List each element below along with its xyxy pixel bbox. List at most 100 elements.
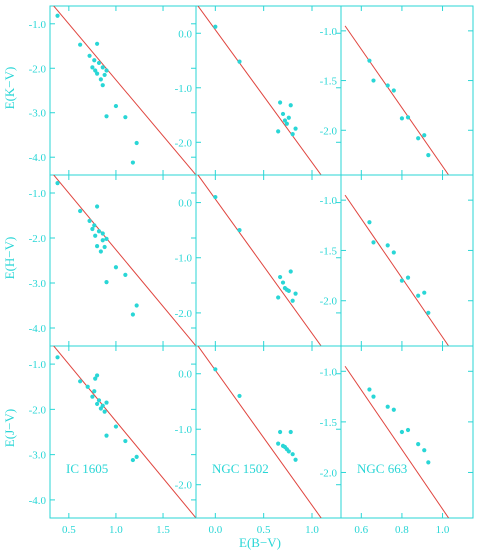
ytick-label: -1.0 — [175, 424, 193, 436]
data-point — [426, 310, 431, 315]
data-point — [280, 111, 286, 117]
data-point — [282, 118, 288, 123]
data-point — [367, 58, 372, 63]
panel-j-v-ic1605: -1.0 -2.0 -3.0 -4.0 0.5 1.0 1.5 — [29, 345, 197, 536]
data-point — [94, 373, 100, 378]
xtick-label: 0.5 — [62, 524, 76, 536]
data-point — [98, 249, 103, 254]
data-point — [96, 398, 102, 403]
ytick-label: -1.0 — [175, 83, 193, 95]
cluster-label-ngc1502: NGC 1502 — [212, 461, 269, 476]
data-point — [371, 240, 376, 245]
data-point — [87, 53, 92, 58]
data-point — [280, 280, 286, 285]
fit-line — [197, 175, 322, 346]
data-point — [113, 424, 119, 429]
data-point — [100, 403, 105, 408]
data-point — [278, 100, 283, 105]
ytick-label: 0.0 — [178, 369, 192, 381]
data-point — [391, 88, 396, 93]
data-point — [104, 400, 109, 405]
fit-line — [344, 25, 450, 175]
data-point — [426, 153, 431, 158]
data-point — [93, 233, 98, 238]
data-point — [290, 132, 295, 137]
data-point — [422, 133, 427, 138]
data-point — [286, 449, 291, 454]
data-point — [288, 269, 293, 274]
data-point — [290, 452, 295, 457]
ytick-label: -1.5 — [320, 245, 338, 257]
data-point — [237, 228, 242, 233]
data-point — [85, 384, 90, 389]
data-point — [130, 160, 135, 165]
data-point — [98, 77, 103, 82]
data-point — [94, 401, 100, 407]
data-point — [78, 42, 83, 47]
ylabel-row-1: E(K−V) — [2, 67, 17, 110]
data-point — [278, 274, 283, 280]
data-point — [399, 116, 405, 121]
data-point — [130, 312, 135, 317]
ytick-label: -1.0 — [320, 26, 338, 38]
data-point — [134, 454, 139, 459]
ytick-label: -1.0 — [320, 195, 338, 207]
data-point — [385, 243, 390, 248]
ytick-label: -3.0 — [29, 278, 47, 290]
data-point — [130, 457, 135, 463]
panel-frame — [340, 345, 474, 519]
panel-h-v-ngc663: -1.0 -1.5 -2.0 — [320, 174, 474, 347]
ytick-label: -2.0 — [320, 296, 338, 308]
ytick-label: -3.0 — [29, 450, 47, 462]
panel-frame — [340, 5, 474, 176]
ytick-label: -4.0 — [29, 495, 47, 507]
ytick-label: -2.0 — [29, 63, 47, 75]
data-point — [90, 394, 95, 399]
ytick-label: -3.0 — [29, 108, 47, 120]
data-point — [293, 457, 298, 462]
data-point — [100, 83, 105, 88]
ytick-label: -1.5 — [320, 417, 338, 429]
data-point — [123, 438, 128, 444]
ytick-label: 0.0 — [178, 198, 192, 210]
data-point — [100, 65, 105, 70]
ytick-label: -2.0 — [175, 480, 193, 492]
cluster-label-ic1605: IC 1605 — [66, 461, 108, 476]
data-point — [102, 72, 107, 78]
data-point — [385, 404, 390, 409]
ytick-label: -1.0 — [29, 359, 47, 371]
data-point — [100, 231, 105, 236]
fit-line — [197, 346, 322, 518]
ytick-label: -1.0 — [175, 253, 193, 265]
ytick-label: -2.0 — [175, 137, 193, 149]
xtick-label: 0.6 — [354, 524, 368, 536]
panel-j-v-ngc663: -1.0 -1.5 -2.0 0.6 0.8 1.0 — [320, 345, 474, 536]
ytick-label: -2.0 — [320, 467, 338, 479]
data-point — [93, 68, 98, 73]
data-point — [94, 244, 100, 249]
data-point — [55, 355, 60, 360]
data-point — [104, 236, 109, 241]
data-point — [104, 114, 109, 119]
data-point — [276, 441, 281, 446]
data-point — [286, 288, 291, 293]
panel-frame — [340, 174, 474, 347]
ytick-label: -1.0 — [29, 19, 47, 31]
data-point — [94, 71, 100, 76]
data-point — [286, 115, 291, 120]
data-point — [276, 129, 281, 134]
data-point — [92, 389, 97, 394]
data-point — [213, 194, 218, 200]
fit-line — [344, 365, 450, 518]
data-point — [104, 68, 109, 73]
fit-line — [53, 346, 196, 518]
data-point — [104, 280, 109, 285]
xlabel: E(B−V) — [239, 535, 281, 550]
ytick-label: -1.0 — [320, 366, 338, 378]
xtick-label: 1.0 — [109, 524, 123, 536]
data-point — [293, 126, 298, 131]
data-point — [213, 367, 218, 372]
data-point — [134, 303, 139, 308]
data-point — [94, 41, 100, 46]
